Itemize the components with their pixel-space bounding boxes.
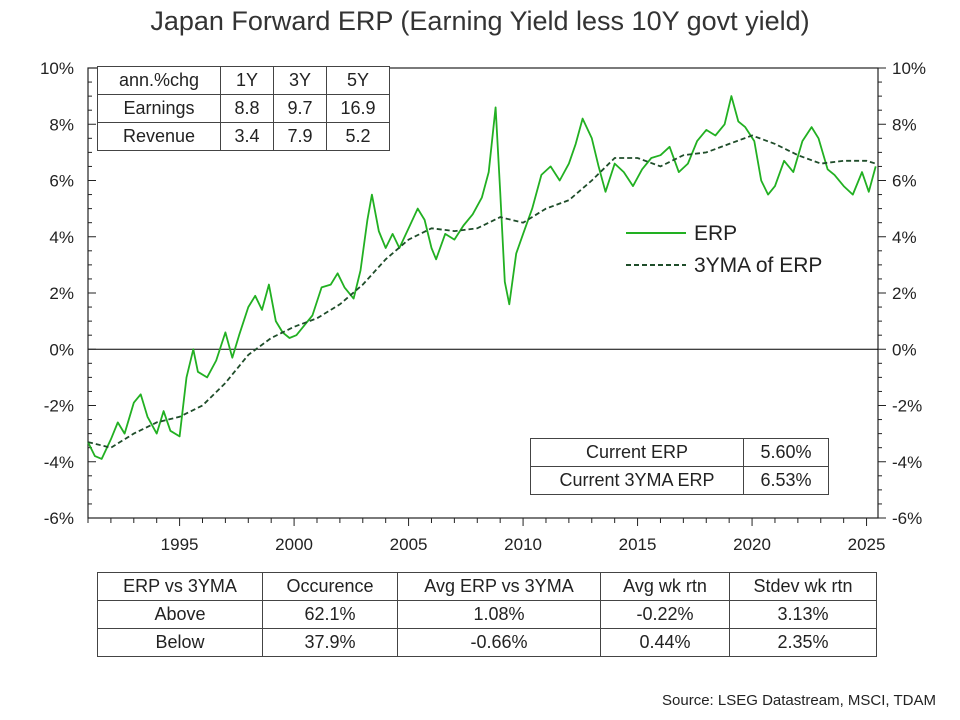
- y-tick-label-left: -2%: [44, 397, 74, 416]
- source-note: Source: LSEG Datastream, MSCI, TDAM: [662, 692, 936, 709]
- legend-label-erp: ERP: [694, 222, 737, 245]
- y-tick-label-right: 4%: [892, 228, 917, 247]
- current-erp-table: Current ERP 5.60% Current 3YMA ERP 6.53%: [530, 438, 829, 495]
- header-cell: 3Y: [273, 66, 327, 95]
- y-tick-label-right: 2%: [892, 284, 917, 303]
- header-cell: 1Y: [220, 66, 274, 95]
- y-tick-label-right: -4%: [892, 453, 922, 472]
- x-tick-label: 2025: [848, 535, 886, 554]
- y-tick-label-left: 0%: [49, 340, 74, 359]
- x-tick-label: 1995: [161, 535, 199, 554]
- header-cell: ann.%chg: [97, 66, 221, 95]
- row-label: Current 3YMA ERP: [530, 466, 744, 495]
- table-cell: 62.1%: [262, 600, 398, 629]
- header-cell: Avg wk rtn: [600, 572, 730, 601]
- x-tick-label: 2020: [733, 535, 771, 554]
- y-tick-label-right: 0%: [892, 340, 917, 359]
- row-label: Current ERP: [530, 438, 744, 467]
- y-tick-label-left: -4%: [44, 453, 74, 472]
- table-cell: 5.2: [326, 122, 390, 151]
- y-tick-label-left: 10%: [40, 59, 74, 78]
- y-tick-label-left: 2%: [49, 284, 74, 303]
- y-tick-label-left: 6%: [49, 172, 74, 191]
- header-cell: ERP vs 3YMA: [97, 572, 263, 601]
- table-header-row: ERP vs 3YMA Occurence Avg ERP vs 3YMA Av…: [97, 572, 877, 601]
- row-label: Revenue: [97, 122, 221, 151]
- x-tick-label: 2010: [504, 535, 542, 554]
- series-erp-line: [87, 95, 877, 460]
- table-cell: 0.44%: [600, 628, 730, 657]
- table-row: Current 3YMA ERP 6.53%: [530, 466, 829, 495]
- y-tick-label-left: 4%: [49, 228, 74, 247]
- y-tick-label-right: 8%: [892, 115, 917, 134]
- legend-label-3yma: 3YMA of ERP: [694, 254, 822, 277]
- table-cell: -0.66%: [397, 628, 601, 657]
- table-cell: 2.35%: [729, 628, 877, 657]
- table-cell: 3.4: [220, 122, 274, 151]
- table-cell: 9.7: [273, 94, 327, 123]
- table-cell: -0.22%: [600, 600, 730, 629]
- table-row: Earnings 8.8 9.7 16.9: [97, 94, 390, 123]
- table-cell: 6.53%: [743, 466, 829, 495]
- header-cell: Occurence: [262, 572, 398, 601]
- table-row: Revenue 3.4 7.9 5.2: [97, 122, 390, 151]
- x-tick-label: 2000: [275, 535, 313, 554]
- table-cell: 7.9: [273, 122, 327, 151]
- table-cell: 16.9: [326, 94, 390, 123]
- x-tick-label: 2015: [619, 535, 657, 554]
- chart-title: Japan Forward ERP (Earning Yield less 10…: [150, 6, 810, 36]
- y-tick-label-left: -6%: [44, 509, 74, 528]
- table-header-row: ann.%chg 1Y 3Y 5Y: [97, 66, 390, 95]
- table-row: Above 62.1% 1.08% -0.22% 3.13%: [97, 600, 877, 629]
- y-tick-label-left: 8%: [49, 115, 74, 134]
- header-cell: Stdev wk rtn: [729, 572, 877, 601]
- table-cell: 5.60%: [743, 438, 829, 467]
- x-tick-label: 2005: [390, 535, 428, 554]
- table-cell: 37.9%: [262, 628, 398, 657]
- table-cell: 3.13%: [729, 600, 877, 629]
- erp-vs-3yma-stats-table: ERP vs 3YMA Occurence Avg ERP vs 3YMA Av…: [97, 572, 877, 657]
- row-label: Below: [97, 628, 263, 657]
- row-label: Earnings: [97, 94, 221, 123]
- row-label: Above: [97, 600, 263, 629]
- y-tick-label-right: -6%: [892, 509, 922, 528]
- annual-change-table: ann.%chg 1Y 3Y 5Y Earnings 8.8 9.7 16.9 …: [97, 66, 390, 151]
- table-row: Current ERP 5.60%: [530, 438, 829, 467]
- legend: ERP 3YMA of ERP: [626, 222, 822, 277]
- table-cell: 1.08%: [397, 600, 601, 629]
- table-cell: 8.8: [220, 94, 274, 123]
- y-tick-label-right: -2%: [892, 397, 922, 416]
- table-row: Below 37.9% -0.66% 0.44% 2.35%: [97, 628, 877, 657]
- series-3yma-line: [87, 134, 876, 449]
- y-tick-label-right: 10%: [892, 59, 926, 78]
- header-cell: Avg ERP vs 3YMA: [397, 572, 601, 601]
- header-cell: 5Y: [326, 66, 390, 95]
- y-tick-label-right: 6%: [892, 172, 917, 191]
